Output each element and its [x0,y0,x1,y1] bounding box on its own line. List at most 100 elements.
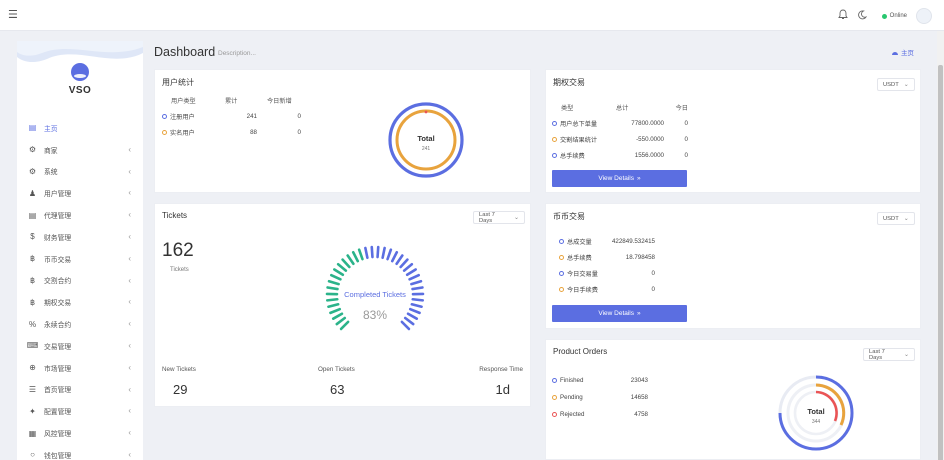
breadcrumb[interactable]: 主页 [891,47,914,57]
spot-row: 总手续费 18.798458 [559,249,655,265]
sidebar: VSO ▤ 主页 ⚙ 商家 ‹ ⚙ 系统 ‹ ♟ 用户管理 ‹ ▤ 代理管理 ‹ $ 财务管理 ‹ ฿币币交易 ‹ ฿… [17,41,143,460]
currency-select-value: USDT [883,81,899,88]
gauge-tick [335,316,347,326]
circle-icon [162,130,167,136]
user-icon: ♟ [28,188,37,198]
product-orders-title: Product Orders [553,347,608,356]
page-scrollbar[interactable] [937,31,944,460]
tickets-total-label: Tickets [170,267,189,273]
sidebar-item[interactable]: ▦ 风控管理 ‹ [17,422,143,444]
ring-value: 241 [422,146,431,152]
chevron-left-icon: ‹ [128,428,131,438]
currency-select[interactable]: USDT ⌄ [877,212,915,225]
online-status: Online [881,13,907,19]
sidebar-item[interactable]: ฿ 期权交易 ‹ [17,291,143,313]
gauge-tick [351,250,360,263]
sidebar-item[interactable]: $ 财务管理 ‹ [17,226,143,248]
globe-icon: ⊕ [29,363,36,373]
gauge-tick [403,316,415,326]
sidebar-item[interactable]: ✦ 配置管理 ‹ [17,400,143,422]
sidebar-item[interactable]: ▤ 代理管理 ‹ [17,204,143,226]
gear-icon: ⚙ [28,166,37,176]
gauge-tick [386,248,393,261]
online-dot-icon [881,13,887,19]
bitcoin-icon: ฿ [29,254,36,264]
orders-row: Rejected 4758 [552,406,648,423]
bell-icon[interactable] [837,9,848,23]
product-orders-table: Finished 23043 Pending 14658 Rejected 47… [552,372,648,423]
chevron-left-icon: ‹ [128,275,131,285]
tickets-period-select[interactable]: Last 7 Days ⌄ [473,211,525,224]
dashboard-icon [892,51,898,55]
new-tickets-label: New Tickets [162,366,196,373]
response-time-label: Response Time [479,366,523,373]
currency-select[interactable]: USDT ⌄ [877,78,915,91]
circle-icon [559,239,564,245]
ring-value: 344 [812,419,821,425]
menu-icon[interactable]: ☰ [8,9,18,21]
sidebar-item[interactable]: ▤ 主页 [17,117,143,139]
chevron-down-icon: ⌄ [903,216,909,222]
row-type: 总手续费 [560,152,585,160]
row-today: 0 [297,112,301,120]
sidebar-item-label: 币币交易 [44,256,72,264]
row-type: Rejected [560,411,585,418]
sidebar-item[interactable]: ☰ 首页管理 ‹ [17,379,143,401]
sidebar-item[interactable]: ฿ 币币交易 ‹ [17,248,143,270]
sidebar-item[interactable]: % 永续合约 ‹ [17,313,143,335]
period-select-value: Last 7 Days [479,211,495,224]
new-tickets-value: 29 [173,382,188,397]
header-type: 类型 [561,104,574,112]
options-row: 用户总下单量 77800.0000 0 [552,115,688,131]
gauge-tick [411,297,424,302]
logo[interactable]: VSO [17,63,143,96]
row-total: -550.0000 [636,135,664,143]
sidebar-item[interactable]: ⚙ 商家 ‹ [17,139,143,161]
gauge-tick [326,286,339,291]
chevron-left-icon: ‹ [128,231,131,241]
open-tickets-value: 63 [330,382,345,397]
gauge-tick [333,268,345,277]
breadcrumb-home[interactable]: 主页 [901,50,914,57]
gauge-tick [327,279,340,286]
chevron-left-icon: ‹ [128,449,131,459]
sidebar-item[interactable]: ○ 钱包管理 ‹ [17,444,143,460]
row-type: Finished [560,377,584,384]
spot-view-details-button[interactable]: View Details » [552,305,687,322]
gauge-tick [400,320,411,331]
bitcoin-icon: ฿ [29,275,36,285]
double-chevron-right-icon: » [637,310,641,317]
user-stats-header: 用户类型 累计 今日新增 [162,92,307,108]
circle-icon [552,377,557,383]
gauge-tick [341,258,351,269]
avatar[interactable] [916,8,932,24]
gauge-tick [390,250,399,263]
row-type: 总手续费 [567,254,592,262]
user-stats-row: 实名用户 88 0 [162,124,307,140]
scrollbar-thumb[interactable] [938,65,943,460]
spot-row: 今日手续费 0 [559,281,655,297]
sidebar-item[interactable]: ฿ 交割合约 ‹ [17,270,143,292]
moon-icon[interactable] [857,10,867,23]
orders-period-select[interactable]: Last 7 Days ⌄ [863,348,915,361]
options-view-details-button[interactable]: View Details » [552,170,687,187]
user-stats-row: 注册用户 241 0 [162,108,307,124]
chevron-left-icon: ‹ [128,166,131,176]
id-card-icon: ▤ [28,210,37,220]
chevron-down-icon: ⌄ [903,352,909,358]
sidebar-item[interactable]: ⊕ 市场管理 ‹ [17,357,143,379]
sidebar-item[interactable]: ♟ 用户管理 ‹ [17,182,143,204]
sidebar-item[interactable]: ⚙ 系统 ‹ [17,161,143,183]
table-icon: ▦ [28,428,37,438]
gauge-tick [410,279,423,286]
user-stats-card: 用户统计 用户类型 累计 今日新增 注册用户 241 0 实名用户 88 0 T… [154,69,531,193]
list-icon: ☰ [28,384,37,394]
gauge-tick [411,286,424,291]
row-type: 今日手续费 [567,286,598,294]
currency-select-value: USDT [883,215,899,222]
circle-icon [552,121,557,127]
gauge-label: Completed Tickets [344,290,406,299]
gauge-tick [402,262,414,272]
sidebar-item[interactable]: ⌨ 交易管理 ‹ [17,335,143,357]
logo-icon [71,63,89,81]
